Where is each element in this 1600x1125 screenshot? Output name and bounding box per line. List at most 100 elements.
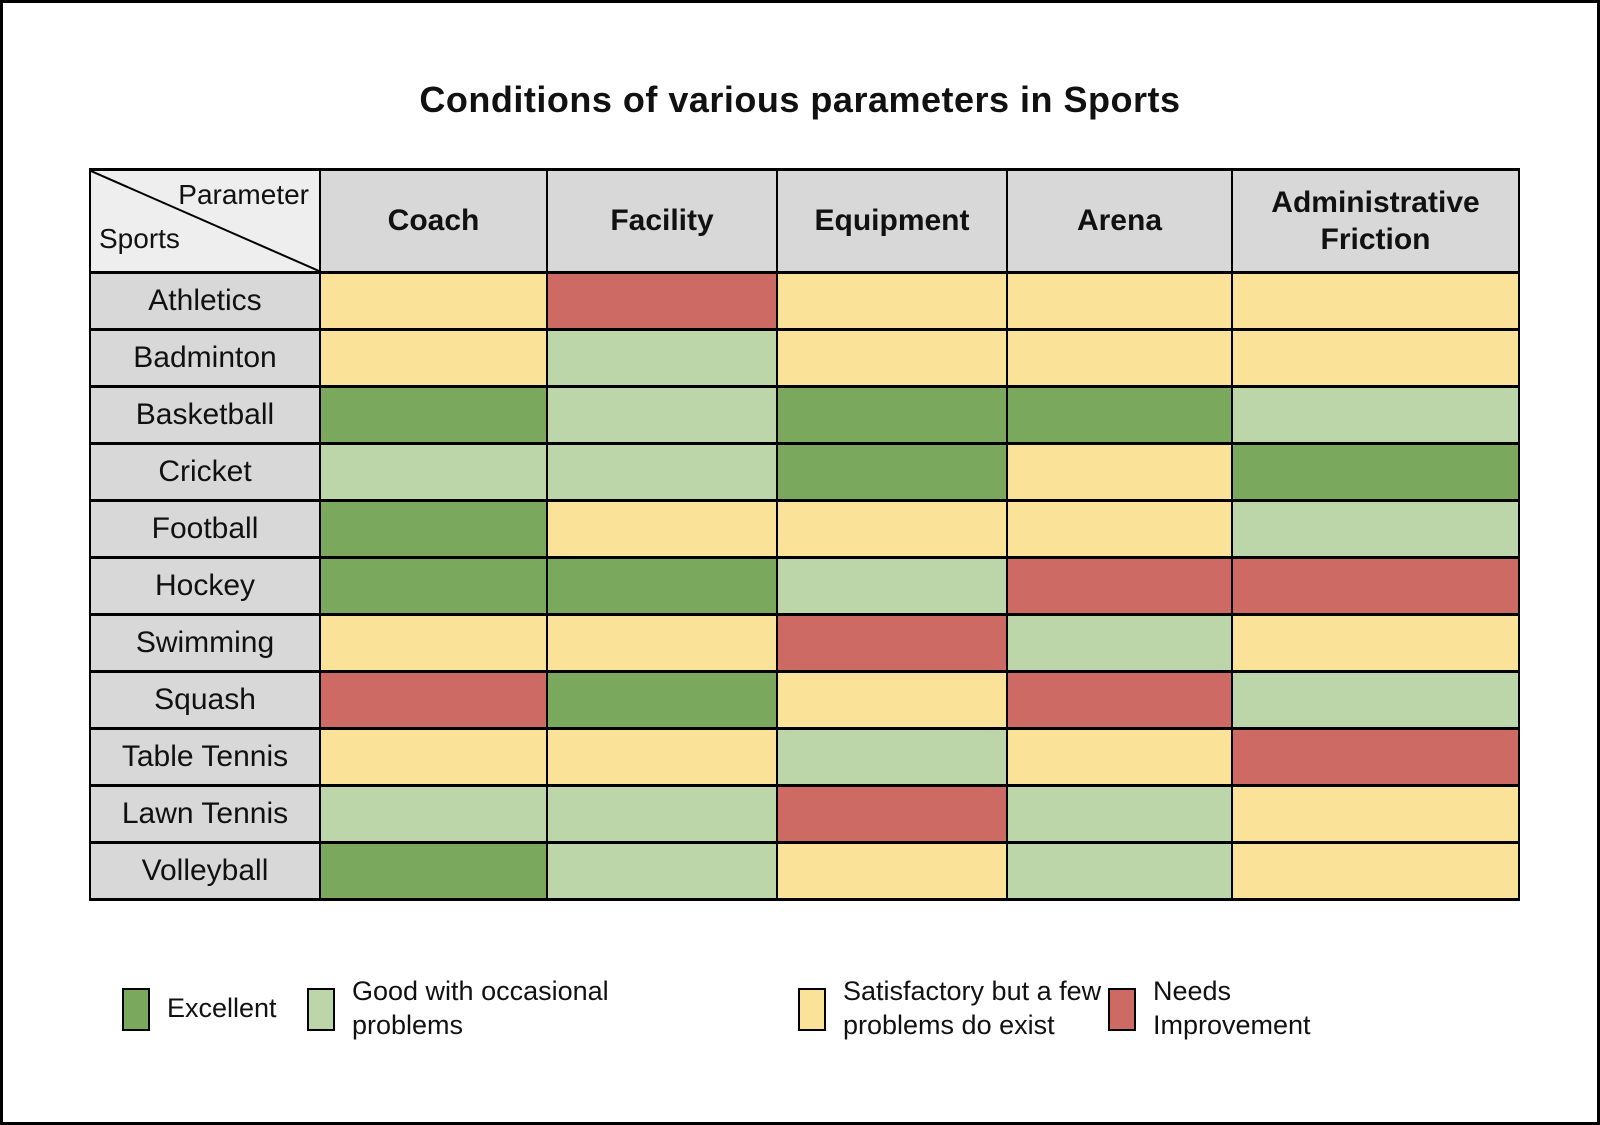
cell-badminton-administrative-friction bbox=[1231, 328, 1520, 388]
cell-volleyball-administrative-friction bbox=[1231, 841, 1520, 901]
header-row: Parameter Sports Coach Facility Equipmen… bbox=[89, 168, 1520, 274]
legend-item-satisfactory: Satisfactory but a few problems do exist bbox=[798, 971, 1133, 1047]
corner-label-parameter: Parameter bbox=[178, 179, 309, 210]
cell-volleyball-equipment bbox=[776, 841, 1008, 901]
cell-swimming-administrative-friction bbox=[1231, 613, 1520, 673]
cell-lawn-tennis-facility bbox=[546, 784, 778, 844]
table-row-cricket: Cricket bbox=[89, 442, 1520, 502]
cell-table-tennis-administrative-friction bbox=[1231, 727, 1520, 787]
legend-swatch-excellent bbox=[122, 987, 150, 1031]
table-row-lawn-tennis: Lawn Tennis bbox=[89, 784, 1520, 844]
cell-hockey-administrative-friction bbox=[1231, 556, 1520, 616]
cell-hockey-equipment bbox=[776, 556, 1008, 616]
cell-cricket-equipment bbox=[776, 442, 1008, 502]
cell-cricket-arena bbox=[1006, 442, 1233, 502]
cell-basketball-administrative-friction bbox=[1231, 385, 1520, 445]
cell-swimming-coach bbox=[319, 613, 548, 673]
row-header-badminton: Badminton bbox=[89, 328, 321, 388]
row-header-volleyball: Volleyball bbox=[89, 841, 321, 901]
table-row-squash: Squash bbox=[89, 670, 1520, 730]
column-header-facility: Facility bbox=[546, 168, 778, 274]
legend-swatch-satisfactory bbox=[798, 987, 826, 1031]
cell-squash-coach bbox=[319, 670, 548, 730]
page-title: Conditions of various parameters in Spor… bbox=[419, 79, 1181, 120]
legend-item-good: Good with occasional problems bbox=[307, 971, 622, 1047]
table-body: Athletics Badminton Basketball Cricket Footb… bbox=[89, 271, 1520, 901]
cell-football-administrative-friction bbox=[1231, 499, 1520, 559]
cell-basketball-facility bbox=[546, 385, 778, 445]
row-header-athletics: Athletics bbox=[89, 271, 321, 331]
row-header-hockey: Hockey bbox=[89, 556, 321, 616]
row-header-cricket: Cricket bbox=[89, 442, 321, 502]
cell-lawn-tennis-equipment bbox=[776, 784, 1008, 844]
cell-athletics-equipment bbox=[776, 271, 1008, 331]
cell-badminton-arena bbox=[1006, 328, 1233, 388]
cell-volleyball-facility bbox=[546, 841, 778, 901]
column-header-administrative-friction: Administrative Friction bbox=[1231, 168, 1520, 274]
table-row-badminton: Badminton bbox=[89, 328, 1520, 388]
legend-swatch-good bbox=[307, 987, 335, 1031]
cell-table-tennis-coach bbox=[319, 727, 548, 787]
legend-swatch-needs bbox=[1108, 987, 1136, 1031]
legend-label-good: Good with occasional problems bbox=[352, 976, 609, 1040]
table-row-hockey: Hockey bbox=[89, 556, 1520, 616]
cell-cricket-coach bbox=[319, 442, 548, 502]
table-row-volleyball: Volleyball bbox=[89, 841, 1520, 901]
cell-basketball-equipment bbox=[776, 385, 1008, 445]
legend-label-needs: Needs Improvement bbox=[1153, 976, 1311, 1040]
row-header-lawn-tennis: Lawn Tennis bbox=[89, 784, 321, 844]
cell-table-tennis-equipment bbox=[776, 727, 1008, 787]
cell-cricket-administrative-friction bbox=[1231, 442, 1520, 502]
cell-badminton-equipment bbox=[776, 328, 1008, 388]
cell-volleyball-coach bbox=[319, 841, 548, 901]
cell-hockey-facility bbox=[546, 556, 778, 616]
row-header-squash: Squash bbox=[89, 670, 321, 730]
cell-swimming-equipment bbox=[776, 613, 1008, 673]
cell-athletics-coach bbox=[319, 271, 548, 331]
cell-badminton-facility bbox=[546, 328, 778, 388]
row-header-football: Football bbox=[89, 499, 321, 559]
legend-item-excellent: Excellent bbox=[122, 971, 277, 1047]
cell-basketball-arena bbox=[1006, 385, 1233, 445]
cell-hockey-coach bbox=[319, 556, 548, 616]
diagonal-divider-line bbox=[91, 171, 319, 271]
table-row-table-tennis: Table Tennis bbox=[89, 727, 1520, 787]
cell-football-facility bbox=[546, 499, 778, 559]
legend-label-satisfactory: Satisfactory but a few problems do exist bbox=[843, 976, 1102, 1040]
cell-basketball-coach bbox=[319, 385, 548, 445]
table-row-football: Football bbox=[89, 499, 1520, 559]
conditions-table: Parameter Sports Coach Facility Equipmen… bbox=[89, 168, 1520, 901]
row-header-table-tennis: Table Tennis bbox=[89, 727, 321, 787]
cell-lawn-tennis-coach bbox=[319, 784, 548, 844]
cell-swimming-facility bbox=[546, 613, 778, 673]
table-row-swimming: Swimming bbox=[89, 613, 1520, 673]
legend-label-excellent: Excellent bbox=[167, 993, 277, 1024]
column-header-equipment: Equipment bbox=[776, 168, 1008, 274]
cell-squash-arena bbox=[1006, 670, 1233, 730]
cell-hockey-arena bbox=[1006, 556, 1233, 616]
corner-label-sports: Sports bbox=[99, 223, 180, 254]
cell-table-tennis-arena bbox=[1006, 727, 1233, 787]
cell-athletics-administrative-friction bbox=[1231, 271, 1520, 331]
corner-header-cell: Parameter Sports bbox=[89, 168, 321, 274]
cell-football-equipment bbox=[776, 499, 1008, 559]
row-header-basketball: Basketball bbox=[89, 385, 321, 445]
column-header-arena: Arena bbox=[1006, 168, 1233, 274]
cell-badminton-coach bbox=[319, 328, 548, 388]
cell-squash-administrative-friction bbox=[1231, 670, 1520, 730]
table-row-athletics: Athletics bbox=[89, 271, 1520, 331]
cell-athletics-arena bbox=[1006, 271, 1233, 331]
row-header-swimming: Swimming bbox=[89, 613, 321, 673]
cell-cricket-facility bbox=[546, 442, 778, 502]
cell-squash-facility bbox=[546, 670, 778, 730]
cell-volleyball-arena bbox=[1006, 841, 1233, 901]
cell-squash-equipment bbox=[776, 670, 1008, 730]
cell-athletics-facility bbox=[546, 271, 778, 331]
column-header-coach: Coach bbox=[319, 168, 548, 274]
cell-football-coach bbox=[319, 499, 548, 559]
table-row-basketball: Basketball bbox=[89, 385, 1520, 445]
legend-item-needs-improvement: Needs Improvement bbox=[1108, 971, 1333, 1047]
cell-lawn-tennis-administrative-friction bbox=[1231, 784, 1520, 844]
cell-lawn-tennis-arena bbox=[1006, 784, 1233, 844]
